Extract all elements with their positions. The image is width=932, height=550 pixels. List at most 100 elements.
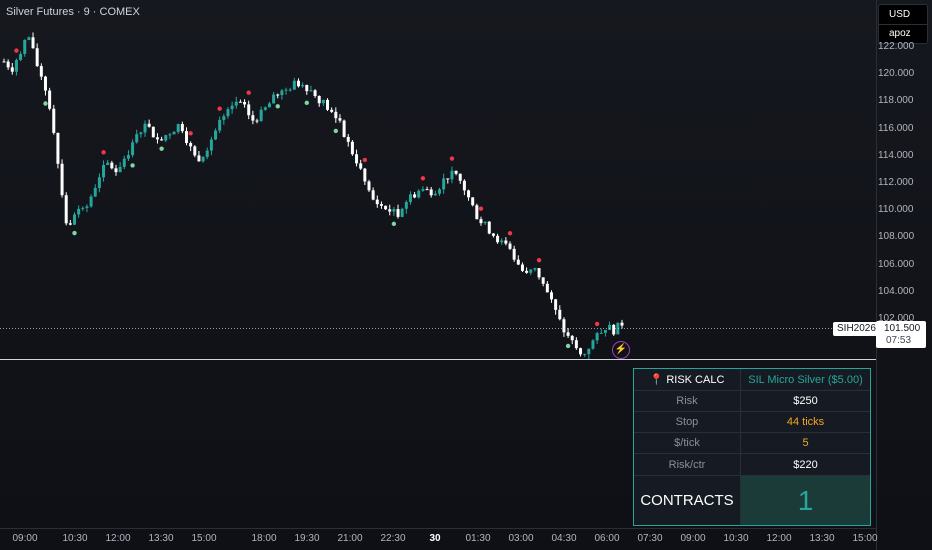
candle-body [496,235,500,243]
time-tick-label: 04:30 [551,533,577,544]
candle-body [355,154,359,164]
candle-body [251,115,255,121]
candle-body [243,101,247,105]
candle-body [230,105,234,110]
candle-body [201,156,205,162]
price-tick-label: 102.000 [878,313,915,324]
candle-body [359,163,363,169]
swing-high-dot [507,231,513,236]
time-tick-label: 10:30 [62,533,88,544]
candle-body [566,332,570,336]
dollar-per-tick-row: $/tick 5 [634,433,870,454]
candle-body [238,101,242,103]
candle-body [118,166,122,173]
candle-body [446,178,450,180]
price-tick-label: 108.000 [878,231,915,243]
candle-body [425,189,429,191]
candle-body [616,322,620,335]
swing-low-dot [275,104,280,109]
candle-body [450,170,454,180]
row-value: $220 [793,458,818,471]
candle-body [491,233,495,236]
candle-body [541,277,545,284]
candle-body [122,158,126,167]
candle-body [392,209,396,212]
candle-body [433,193,437,196]
price-tick-label: 106.000 [878,258,915,270]
candle-body [520,264,524,271]
lightning-alert-icon[interactable]: ⚡ [612,341,630,359]
candle-body [160,139,164,141]
candle-body [23,39,27,54]
candle-body [612,324,616,335]
swing-low-dot [159,146,164,151]
swing-low-dot [72,230,77,236]
swing-high-dot [217,106,222,111]
time-tick-label: 09:00 [12,533,38,544]
candle-body [396,209,400,217]
symbol-badge: SIH2026 [833,322,880,336]
candle-body [255,120,259,122]
candle-body [77,208,81,215]
candle-body [483,221,487,224]
candle-body [10,67,14,72]
last-price-badge: 101.500 07:53 [876,321,926,348]
candle-body [131,142,135,156]
candle-body [471,197,475,206]
candle-body [603,329,607,333]
candle-body [280,90,284,96]
swing-high-dot [188,131,193,136]
row-label: Risk/ctr [634,454,741,475]
candle-body [301,84,305,87]
candle-body [184,131,188,144]
candle-body [549,292,553,300]
time-tick-label: 01:30 [465,533,491,544]
candle-body [73,214,77,225]
signal-dots-group [14,48,600,349]
candle-body [379,204,383,206]
candle-body [172,131,176,135]
time-tick-label: 13:30 [148,533,174,544]
row-value: 5 [802,437,809,449]
swing-high-dot [478,206,484,211]
candle-body [350,141,354,155]
time-tick-label: 13:30 [809,533,835,544]
candle-body [19,53,23,60]
candle-body [367,181,371,191]
candles-group [2,32,624,360]
swing-low-dot [130,163,135,168]
candle-body [404,202,408,209]
candle-body [126,155,130,159]
candle-body [371,190,375,200]
contracts-label: CONTRACTS [634,476,741,525]
candle-body [164,135,168,141]
candle-body [139,132,143,135]
candle-body [438,189,442,194]
row-label: Risk [634,391,741,411]
candle-body [110,162,114,169]
price-tick-label: 114.000 [878,149,914,161]
candle-body [284,89,288,91]
currency-selector[interactable]: USD apoz [878,4,928,44]
candle-body [421,189,425,191]
price-tick-label: 116.000 [878,122,914,134]
candle-body [417,190,421,198]
candle-body [467,190,471,198]
candle-body [458,173,462,181]
candle-body [263,107,267,110]
candle-body [504,240,508,244]
candle-body [413,194,417,198]
candle-body [189,143,193,147]
candle-body [143,123,147,133]
candle-body [562,319,566,333]
candle-body [388,209,392,212]
candle-body [375,199,379,205]
candle-body [334,111,338,119]
candle-body [591,340,595,349]
candle-body [102,164,106,178]
candle-body [533,268,537,270]
candle-body [68,223,72,225]
time-tick-label: 30 [429,533,441,544]
time-tick-label: 15:00 [191,533,217,544]
